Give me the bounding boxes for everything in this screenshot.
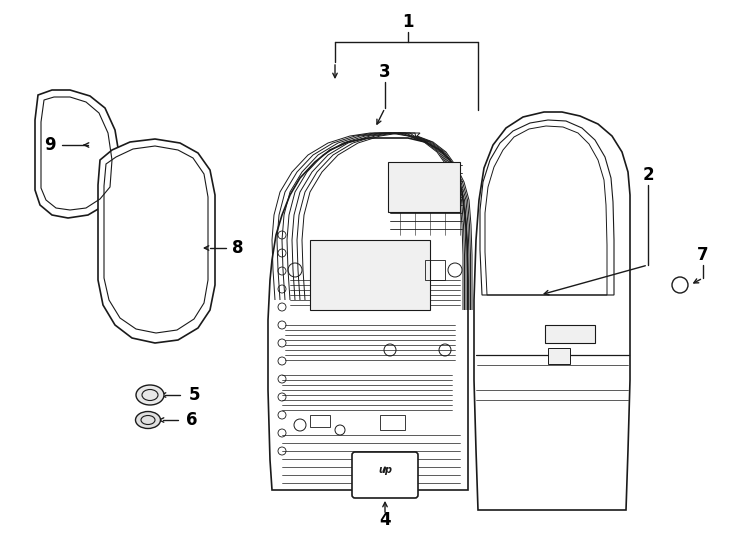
Text: 1: 1: [402, 13, 414, 31]
Text: up: up: [378, 465, 392, 475]
Polygon shape: [480, 120, 614, 295]
Text: 9: 9: [44, 136, 56, 154]
Bar: [545, 325, 595, 343]
Text: 8: 8: [232, 239, 244, 257]
Text: 3: 3: [379, 63, 390, 81]
Bar: [548, 348, 570, 364]
Text: 6: 6: [186, 411, 197, 429]
Bar: [380, 415, 405, 430]
Polygon shape: [268, 138, 468, 490]
Ellipse shape: [136, 411, 161, 429]
Bar: [388, 162, 460, 212]
Polygon shape: [98, 139, 215, 343]
Text: 4: 4: [379, 511, 390, 529]
Polygon shape: [35, 90, 120, 218]
Text: 7: 7: [697, 246, 709, 264]
Ellipse shape: [136, 385, 164, 405]
Bar: [310, 240, 430, 310]
FancyBboxPatch shape: [352, 452, 418, 498]
Bar: [310, 415, 330, 427]
Text: 2: 2: [642, 166, 654, 184]
Polygon shape: [474, 112, 630, 510]
Bar: [425, 260, 445, 280]
Text: 5: 5: [189, 386, 201, 404]
